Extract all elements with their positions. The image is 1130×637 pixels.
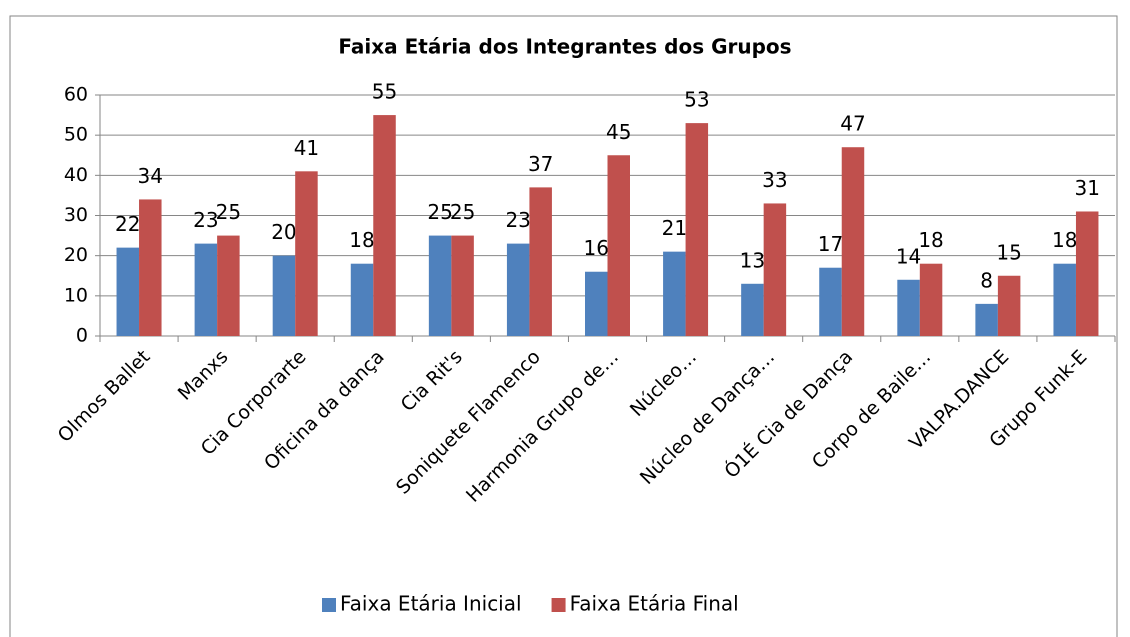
y-tick-label: 50: [64, 124, 88, 146]
value-label: 22: [115, 212, 140, 236]
value-label: 21: [662, 216, 687, 240]
value-label: 25: [216, 200, 241, 224]
bar: [506, 243, 530, 336]
bar: [1053, 263, 1076, 336]
legend-swatch: [551, 598, 566, 612]
y-tick-label: 0: [76, 325, 88, 347]
bar: [295, 171, 318, 336]
value-label: 16: [584, 236, 609, 260]
bar: [975, 303, 998, 336]
value-label: 34: [138, 164, 163, 188]
value-label: 15: [996, 240, 1021, 264]
bar: [139, 199, 162, 336]
legend-swatch: [322, 598, 336, 612]
bar: [663, 251, 686, 336]
value-label: 17: [818, 232, 843, 256]
bar: [841, 147, 865, 336]
legend-label: Faixa Etária Inicial: [340, 592, 522, 616]
y-tick-label: 30: [64, 204, 88, 226]
bar: [116, 247, 140, 336]
bar: [350, 263, 374, 336]
value-label: 13: [740, 248, 765, 272]
chart-title: Faixa Etária dos Integrantes dos Grupos: [338, 35, 791, 59]
value-label: 8: [980, 268, 993, 292]
bar: [194, 243, 218, 336]
bar: [919, 263, 943, 336]
value-label: 25: [450, 200, 475, 224]
bar: [529, 187, 552, 336]
value-label: 33: [762, 168, 787, 192]
y-tick-label: 40: [64, 164, 88, 186]
chart-frame: [9, 15, 1118, 637]
value-label: 18: [1052, 228, 1077, 252]
value-label: 53: [684, 88, 709, 112]
bar: [685, 123, 709, 336]
value-label: 23: [505, 208, 530, 232]
value-label: 41: [294, 136, 319, 160]
bar: [428, 235, 452, 336]
bar: [373, 115, 396, 336]
value-label: 23: [193, 208, 218, 232]
value-label: 18: [349, 228, 374, 252]
bar: [451, 235, 474, 336]
bar: [607, 155, 630, 336]
bar: [819, 267, 842, 336]
value-label: 45: [606, 120, 631, 144]
value-label: 47: [840, 112, 865, 136]
value-label: 14: [896, 244, 921, 268]
legend-label: Faixa Etária Final: [570, 592, 739, 616]
bar: [585, 271, 608, 336]
value-label: 18: [918, 228, 943, 252]
value-label: 55: [372, 80, 397, 104]
value-label: 20: [271, 220, 296, 244]
bar: [997, 275, 1021, 336]
y-tick-label: 10: [64, 284, 88, 306]
value-label: 31: [1074, 176, 1099, 200]
value-label: 37: [528, 152, 553, 176]
bar: [763, 203, 787, 336]
value-label: 25: [427, 200, 452, 224]
bar: [897, 279, 920, 336]
y-tick-label: 60: [64, 84, 88, 106]
bar: [741, 283, 764, 336]
bar: [272, 255, 296, 336]
bar: [1075, 211, 1099, 336]
bar: [217, 235, 240, 336]
y-tick-label: 20: [64, 244, 88, 266]
